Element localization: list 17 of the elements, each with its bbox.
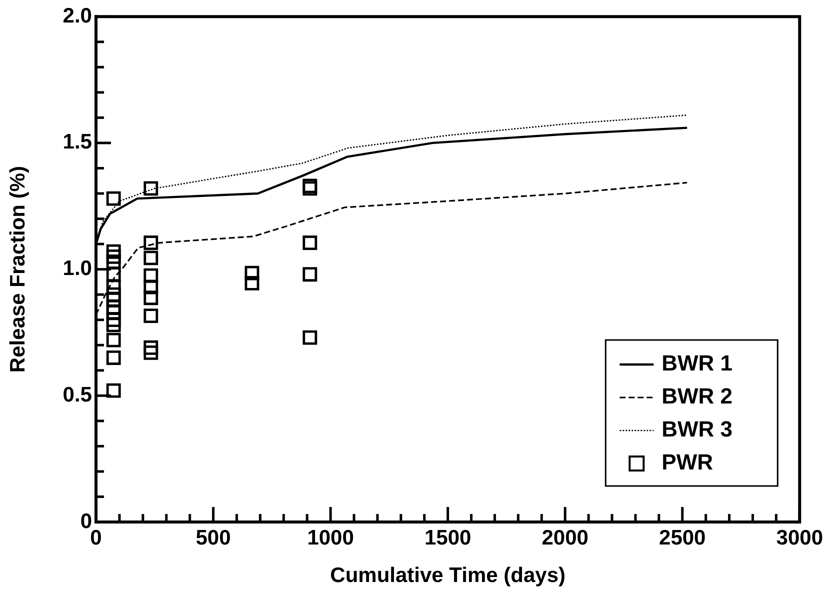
x-tick-label: 1500 (424, 526, 472, 550)
legend-label: BWR 1 (662, 350, 733, 376)
x-tick-label: 500 (196, 526, 231, 550)
x-tick-label: 2500 (659, 526, 706, 550)
x-tick-label: 2000 (542, 526, 588, 550)
x-tick-label: 3000 (776, 526, 823, 550)
y-tick-label: 0 (80, 510, 92, 533)
legend-label: BWR 2 (662, 384, 733, 409)
y-tick-label: 2.0 (62, 4, 92, 28)
x-axis-title: Cumulative Time (days) (330, 564, 566, 588)
y-tick-label: 0.5 (62, 383, 92, 406)
x-tick-label: 1000 (307, 526, 354, 550)
legend-label: BWR 3 (662, 416, 733, 442)
y-tick-label: 1.0 (62, 257, 92, 280)
y-tick-label: 1.5 (62, 130, 92, 154)
y-axis-title: Release Fraction (%) (6, 166, 30, 373)
legend-label: PWR (662, 450, 714, 475)
